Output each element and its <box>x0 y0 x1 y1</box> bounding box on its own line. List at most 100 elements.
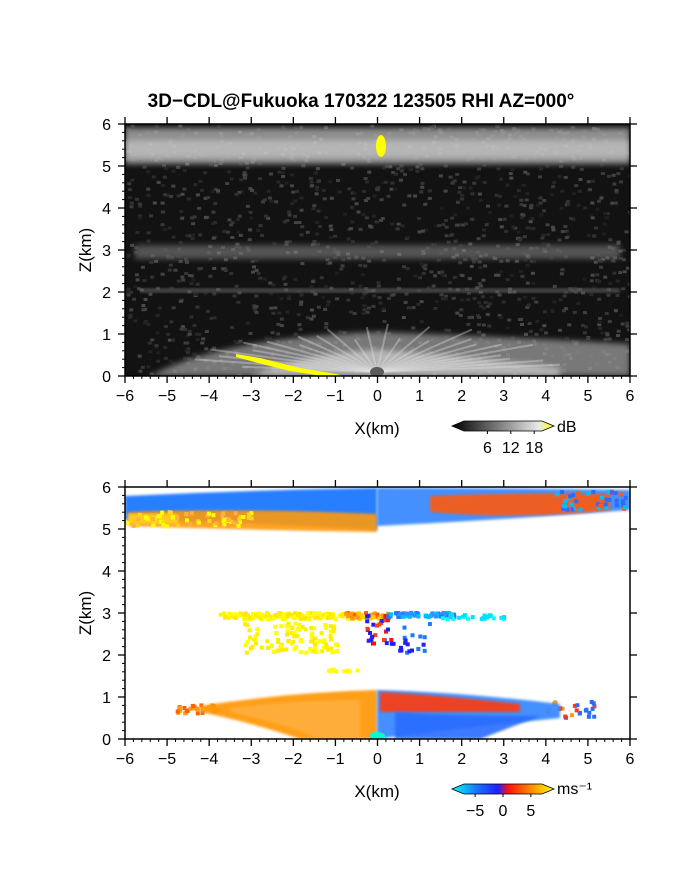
noise-cell <box>325 262 330 266</box>
noise-cell <box>499 270 504 274</box>
noise-cell <box>583 206 588 210</box>
noise-cell <box>542 310 547 314</box>
velocity-pixel <box>577 711 582 716</box>
noise-cell <box>516 230 521 234</box>
noise-cell <box>189 274 194 278</box>
velocity-pixel <box>295 634 300 639</box>
noise-cell <box>329 228 334 232</box>
noise-cell <box>141 265 145 269</box>
noise-cell <box>171 306 176 310</box>
y-tick-label: 4 <box>102 564 111 581</box>
x-tick-label: 0 <box>373 751 382 768</box>
noise-cell <box>542 324 547 328</box>
velocity-pixel <box>290 626 295 630</box>
noise-cell <box>140 365 145 369</box>
noise-cell <box>326 300 331 304</box>
velocity-pixel <box>399 648 404 653</box>
noise-cell <box>299 300 304 304</box>
noise-cell <box>194 332 199 336</box>
noise-cell <box>476 323 481 327</box>
noise-cell <box>545 164 550 168</box>
velocity-pixel <box>396 614 401 619</box>
noise-cell <box>321 295 326 299</box>
noise-cell <box>361 312 366 316</box>
noise-cell <box>206 196 211 200</box>
noise-cell <box>350 281 355 285</box>
noise-cell <box>341 162 346 166</box>
noise-cell <box>277 170 282 174</box>
velocity-pixel <box>484 614 489 619</box>
noise-cell <box>401 167 405 171</box>
velocity-pixel <box>315 615 320 620</box>
velocity-pixel <box>434 611 439 616</box>
noise-cell <box>470 192 475 196</box>
velocity-pixel <box>560 706 565 711</box>
velocity-pixel <box>401 612 406 617</box>
noise-cell <box>378 301 383 305</box>
noise-cell <box>545 223 550 227</box>
noise-cell <box>189 282 194 286</box>
y-tick-label: 2 <box>102 648 111 665</box>
noise-cell <box>540 236 545 240</box>
velocity-pixel <box>405 642 410 647</box>
noise-cell <box>399 169 404 173</box>
velocity-pixel <box>410 648 414 653</box>
noise-cell <box>525 305 530 309</box>
noise-cell <box>185 234 189 238</box>
noise-cell <box>324 284 328 288</box>
velocity-pixel <box>307 615 312 620</box>
lidar-site <box>369 732 385 739</box>
noise-cell <box>258 276 263 280</box>
velocity-pixel <box>365 626 370 631</box>
noise-cell <box>505 183 510 187</box>
noise-cell <box>462 180 467 184</box>
velocity-pixel <box>470 615 475 620</box>
noise-cell <box>198 233 203 237</box>
velocity-pixel <box>389 638 394 642</box>
velocity-pixel <box>561 506 566 511</box>
noise-cell <box>433 274 438 278</box>
noise-cell <box>268 336 273 340</box>
noise-cell <box>346 237 351 241</box>
velocity-pixel <box>407 649 412 654</box>
velocity-pixel <box>316 611 321 616</box>
velocity-pixel <box>293 621 298 626</box>
velocity-pixel <box>314 650 319 655</box>
colorbar-tick-label: 5 <box>526 803 535 820</box>
velocity-pixel <box>195 711 200 716</box>
noise-cell <box>597 280 602 283</box>
noise-cell <box>521 213 526 217</box>
noise-cell <box>419 262 424 266</box>
ray <box>376 328 473 373</box>
noise-cell <box>477 192 482 196</box>
noise-cell <box>447 281 452 285</box>
noise-cell <box>591 179 596 183</box>
noise-cell <box>365 310 370 314</box>
noise-cell <box>192 215 197 219</box>
thin-layer <box>140 288 620 293</box>
noise-cell <box>468 242 473 246</box>
noise-cell <box>229 272 234 275</box>
noise-cell <box>323 126 328 130</box>
noise-cell <box>521 183 526 187</box>
velocity-pixel <box>326 647 331 652</box>
velocity-pixel <box>502 615 507 620</box>
velocity-pixel <box>443 612 448 617</box>
velocity-pixel <box>292 634 297 639</box>
noise-cell <box>212 292 217 296</box>
noise-cell <box>524 198 529 202</box>
noise-cell <box>308 176 313 180</box>
velocity-pixel <box>303 627 308 632</box>
noise-cell <box>380 217 385 221</box>
noise-cell <box>541 233 546 237</box>
velocity-pixel <box>294 615 299 620</box>
velocity-pixel <box>284 647 289 652</box>
noise-cell <box>203 292 208 296</box>
noise-cell <box>311 278 316 282</box>
noise-cell <box>294 221 298 225</box>
noise-cell <box>366 197 371 200</box>
velocity-pixel <box>269 643 274 648</box>
velocity-pixel <box>430 611 435 616</box>
noise-cell <box>300 262 305 266</box>
noise-cell <box>407 194 412 198</box>
